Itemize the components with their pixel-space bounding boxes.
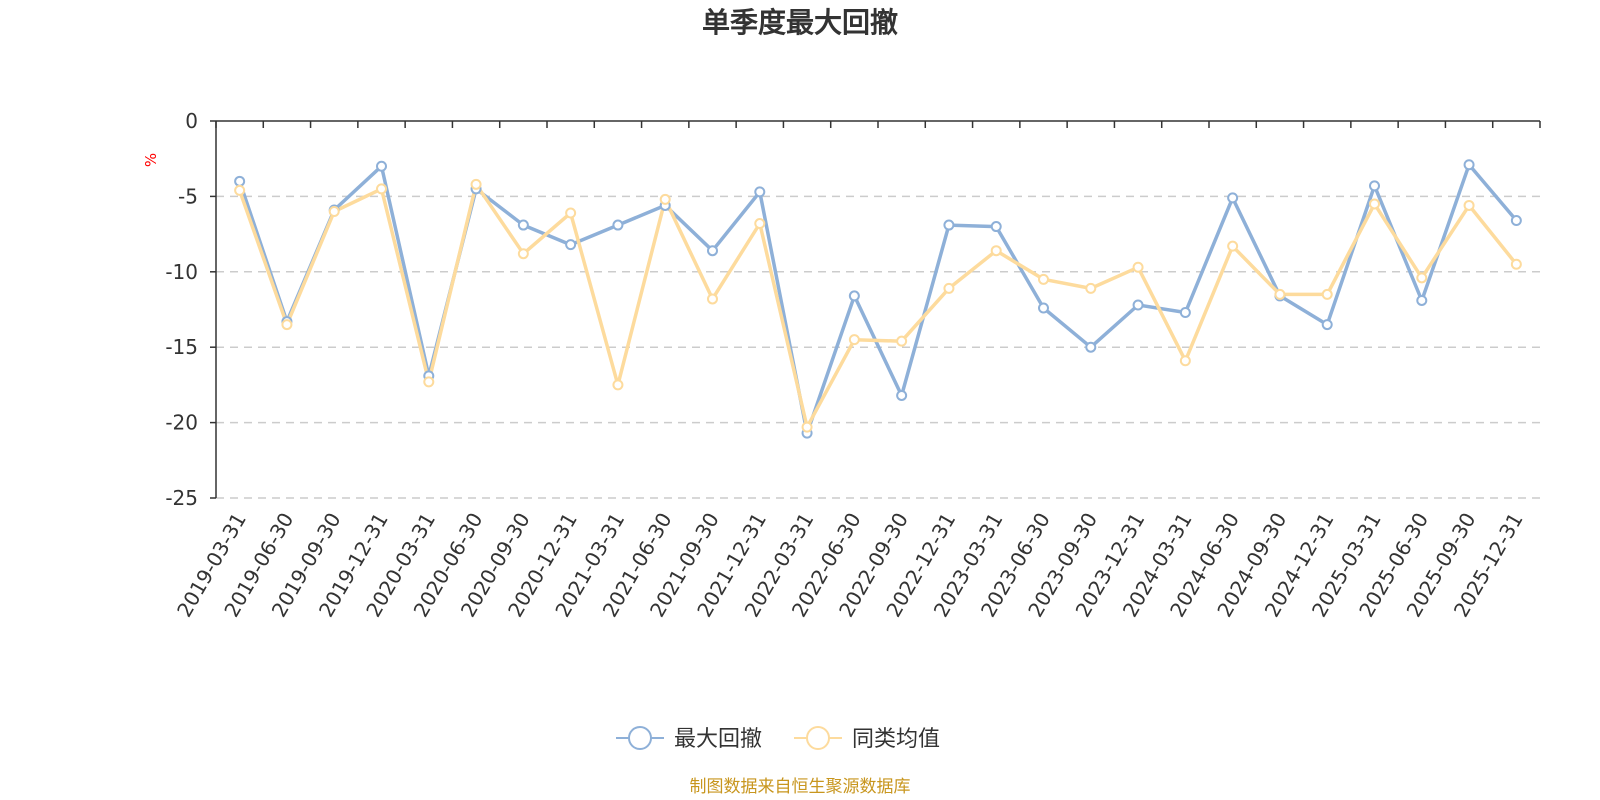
y-tick-label: -5 xyxy=(178,184,198,208)
legend-circle-icon xyxy=(806,726,830,750)
data-point[interactable] xyxy=(1085,341,1097,353)
data-point[interactable] xyxy=(1038,273,1049,285)
data-point[interactable] xyxy=(376,183,387,195)
data-point[interactable] xyxy=(896,389,908,401)
data-point[interactable] xyxy=(1369,180,1380,192)
data-point[interactable] xyxy=(1227,192,1239,204)
data-point[interactable] xyxy=(517,248,529,260)
data-point[interactable] xyxy=(1321,288,1333,300)
data-point[interactable] xyxy=(612,379,624,391)
source-note: 制图数据来自恒生聚源数据库 xyxy=(690,777,911,797)
data-point[interactable] xyxy=(754,186,766,198)
series-lines xyxy=(234,159,1522,439)
data-point[interactable] xyxy=(1463,199,1475,211)
data-point[interactable] xyxy=(1179,307,1191,319)
data-point[interactable] xyxy=(565,239,577,251)
data-point[interactable] xyxy=(848,290,860,302)
data-point[interactable] xyxy=(707,245,718,257)
data-point[interactable] xyxy=(1085,282,1097,294)
data-point[interactable] xyxy=(801,421,813,433)
data-point[interactable] xyxy=(1038,302,1049,314)
data-point[interactable] xyxy=(659,193,671,205)
chart-title: 单季度最大回撤 xyxy=(702,6,898,39)
data-point[interactable] xyxy=(1179,355,1191,367)
y-tick-label: -15 xyxy=(165,335,198,359)
data-point[interactable] xyxy=(517,219,529,231)
data-point[interactable] xyxy=(943,219,955,231)
data-point[interactable] xyxy=(565,207,577,219)
y-tick-label: -25 xyxy=(165,486,198,510)
data-point[interactable] xyxy=(1510,215,1522,227)
data-point[interactable] xyxy=(1463,159,1475,171)
data-point[interactable] xyxy=(990,221,1002,233)
data-point[interactable] xyxy=(234,175,246,187)
data-point[interactable] xyxy=(848,334,860,346)
data-point[interactable] xyxy=(423,376,435,388)
legend-item-1[interactable]: 同类均值 xyxy=(794,726,940,752)
data-point[interactable] xyxy=(707,293,718,305)
data-point[interactable] xyxy=(1132,261,1144,273)
y-tick-labels: 0 -5 -10 -15 -20 -25 xyxy=(165,109,198,510)
legend-circle-icon xyxy=(628,726,652,750)
legend[interactable]: 最大回撤 同类均值 xyxy=(616,726,940,752)
series-line-1 xyxy=(237,182,1518,429)
data-point[interactable] xyxy=(470,178,482,190)
data-point[interactable] xyxy=(1416,294,1428,306)
legend-label: 同类均值 xyxy=(852,727,940,752)
data-point[interactable] xyxy=(376,160,387,172)
data-point[interactable] xyxy=(943,282,955,294)
data-point[interactable] xyxy=(281,319,293,331)
y-tick-label: -20 xyxy=(165,411,198,435)
data-point[interactable] xyxy=(1227,240,1239,252)
data-point[interactable] xyxy=(990,245,1002,257)
data-point[interactable] xyxy=(1274,288,1286,300)
y-tick-label: 0 xyxy=(185,109,198,133)
x-tick-labels: 2019-03-312019-06-302019-09-302019-12-31… xyxy=(172,509,1528,622)
data-point[interactable] xyxy=(1369,198,1380,210)
y-tick-label: -10 xyxy=(165,260,198,284)
data-point[interactable] xyxy=(328,205,340,217)
data-point[interactable] xyxy=(754,218,766,230)
data-point[interactable] xyxy=(612,219,624,231)
data-point[interactable] xyxy=(1321,319,1333,331)
data-point[interactable] xyxy=(1510,258,1522,270)
data-point[interactable] xyxy=(234,184,246,196)
data-point[interactable] xyxy=(1132,299,1144,311)
data-point[interactable] xyxy=(896,335,908,347)
data-point[interactable] xyxy=(1416,272,1428,284)
legend-label: 最大回撤 xyxy=(674,727,762,752)
axes xyxy=(210,120,1541,499)
legend-item-0[interactable]: 最大回撤 xyxy=(616,726,762,752)
y-axis-unit: % xyxy=(142,153,160,167)
